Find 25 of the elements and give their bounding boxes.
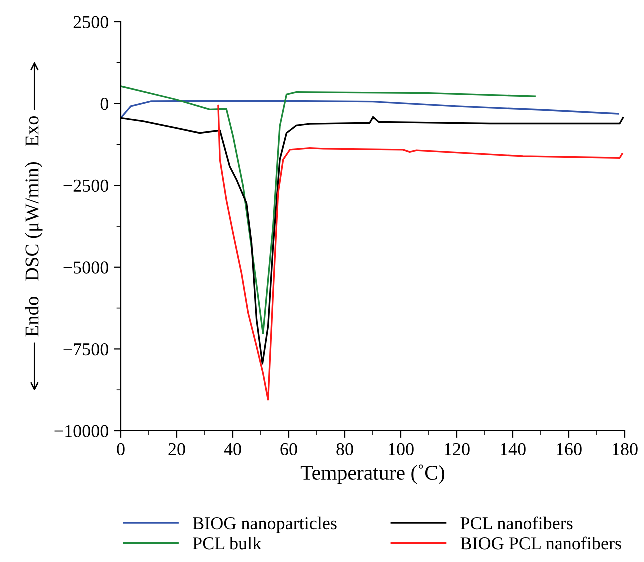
line-series — [218, 104, 624, 401]
y-tick-label: 0 — [100, 98, 109, 110]
y-tick-label: 2500 — [74, 16, 109, 28]
line-series — [121, 86, 536, 335]
x-tick-label: 60 — [280, 443, 298, 456]
legend-label: BIOG nanoparticles — [193, 516, 337, 534]
x-tick-label: 20 — [168, 443, 186, 456]
line-series — [121, 100, 620, 120]
x-tick-label: 180 — [613, 443, 638, 456]
x-tick-label: 120 — [445, 443, 470, 456]
y-tick-label: −5000 — [64, 262, 109, 274]
x-tick-label: 100 — [389, 443, 414, 456]
y-tick-label: −7500 — [64, 343, 109, 356]
legend-label: PCL nanofibers — [460, 516, 573, 530]
y-tick-label: −10000 — [54, 425, 109, 438]
x-tick-label: 40 — [224, 443, 242, 456]
y-tick-label: −2500 — [64, 180, 109, 192]
x-axis-title: Temperature (˚C) — [300, 464, 445, 484]
y-axis-title: Endo DSC (μW/min) Exo — [25, 116, 43, 337]
x-tick-label: 140 — [501, 443, 526, 456]
x-tick-label: 0 — [117, 443, 125, 456]
x-tick-label: 160 — [557, 443, 582, 456]
legend-label: PCL bulk — [193, 536, 262, 550]
x-tick-label: 80 — [336, 443, 354, 456]
legend-label: BIOG PCL nanofibers — [460, 536, 622, 550]
